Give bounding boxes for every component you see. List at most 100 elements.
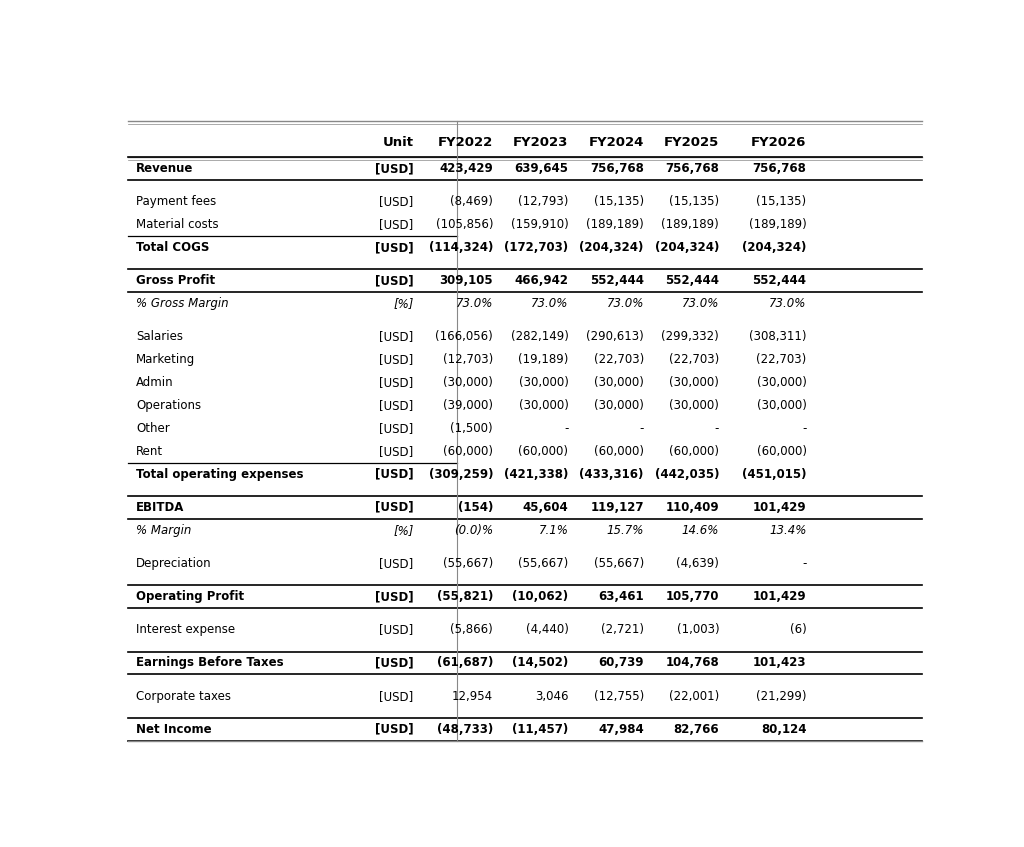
Text: 552,444: 552,444 — [666, 274, 719, 287]
Text: (282,149): (282,149) — [511, 330, 568, 343]
Text: (55,667): (55,667) — [518, 556, 568, 570]
Text: (55,821): (55,821) — [436, 590, 494, 603]
Text: (11,457): (11,457) — [512, 722, 568, 736]
Text: (61,687): (61,687) — [436, 656, 494, 669]
Text: Corporate taxes: Corporate taxes — [136, 689, 231, 703]
Text: (451,015): (451,015) — [742, 468, 807, 480]
Text: 552,444: 552,444 — [590, 274, 644, 287]
Text: -: - — [639, 422, 644, 435]
Text: [USD]: [USD] — [375, 241, 414, 254]
Text: 82,766: 82,766 — [674, 722, 719, 736]
Text: Unit: Unit — [383, 136, 414, 149]
Text: 73.0%: 73.0% — [456, 297, 494, 310]
Text: (8,469): (8,469) — [451, 195, 494, 208]
Text: -: - — [802, 422, 807, 435]
Text: [USD]: [USD] — [380, 445, 414, 457]
Text: (60,000): (60,000) — [518, 445, 568, 457]
Text: FY2024: FY2024 — [589, 136, 644, 149]
Text: 47,984: 47,984 — [598, 722, 644, 736]
Text: (12,703): (12,703) — [442, 353, 494, 366]
Text: (21,299): (21,299) — [756, 689, 807, 703]
Text: (189,189): (189,189) — [749, 219, 807, 231]
Text: Earnings Before Taxes: Earnings Before Taxes — [136, 656, 284, 669]
Text: (60,000): (60,000) — [757, 445, 807, 457]
Text: [USD]: [USD] — [380, 422, 414, 435]
Text: (105,856): (105,856) — [435, 219, 494, 231]
Text: Marketing: Marketing — [136, 353, 196, 366]
Text: [USD]: [USD] — [380, 623, 414, 636]
Text: (30,000): (30,000) — [518, 399, 568, 412]
Text: 309,105: 309,105 — [439, 274, 494, 287]
Text: [USD]: [USD] — [380, 689, 414, 703]
Text: (30,000): (30,000) — [757, 376, 807, 389]
Text: Depreciation: Depreciation — [136, 556, 212, 570]
Text: 15.7%: 15.7% — [606, 523, 644, 537]
Text: 101,423: 101,423 — [753, 656, 807, 669]
Text: Net Income: Net Income — [136, 722, 212, 736]
Text: (204,324): (204,324) — [655, 241, 719, 254]
Text: [USD]: [USD] — [375, 468, 414, 480]
Text: (48,733): (48,733) — [437, 722, 494, 736]
Text: (14,502): (14,502) — [512, 656, 568, 669]
Text: [USD]: [USD] — [380, 330, 414, 343]
Text: (19,189): (19,189) — [518, 353, 568, 366]
Text: 73.0%: 73.0% — [606, 297, 644, 310]
Text: 12,954: 12,954 — [452, 689, 494, 703]
Text: 45,604: 45,604 — [522, 501, 568, 514]
Text: (172,703): (172,703) — [505, 241, 568, 254]
Text: (5,866): (5,866) — [451, 623, 494, 636]
Text: Total COGS: Total COGS — [136, 241, 209, 254]
Text: (4,440): (4,440) — [525, 623, 568, 636]
Text: 756,768: 756,768 — [753, 162, 807, 175]
Text: (166,056): (166,056) — [435, 330, 494, 343]
Text: FY2022: FY2022 — [438, 136, 494, 149]
Text: (60,000): (60,000) — [670, 445, 719, 457]
Text: 466,942: 466,942 — [514, 274, 568, 287]
Text: FY2025: FY2025 — [664, 136, 719, 149]
Text: 73.0%: 73.0% — [682, 297, 719, 310]
Text: 73.0%: 73.0% — [769, 297, 807, 310]
Text: (442,035): (442,035) — [654, 468, 719, 480]
Text: [%]: [%] — [393, 297, 414, 310]
Text: (299,332): (299,332) — [662, 330, 719, 343]
Text: 104,768: 104,768 — [666, 656, 719, 669]
Text: (189,189): (189,189) — [586, 219, 644, 231]
Text: Payment fees: Payment fees — [136, 195, 216, 208]
Text: Admin: Admin — [136, 376, 173, 389]
Text: (114,324): (114,324) — [429, 241, 494, 254]
Text: (290,613): (290,613) — [586, 330, 644, 343]
Text: [USD]: [USD] — [375, 590, 414, 603]
Text: -: - — [715, 422, 719, 435]
Text: 63,461: 63,461 — [598, 590, 644, 603]
Text: (421,338): (421,338) — [504, 468, 568, 480]
Text: (30,000): (30,000) — [757, 399, 807, 412]
Text: 119,127: 119,127 — [591, 501, 644, 514]
Text: (433,316): (433,316) — [580, 468, 644, 480]
Text: Operating Profit: Operating Profit — [136, 590, 244, 603]
Text: EBITDA: EBITDA — [136, 501, 184, 514]
Text: Salaries: Salaries — [136, 330, 183, 343]
Text: (15,135): (15,135) — [594, 195, 644, 208]
Text: 101,429: 101,429 — [753, 501, 807, 514]
Text: (4,639): (4,639) — [677, 556, 719, 570]
Text: (39,000): (39,000) — [443, 399, 494, 412]
Text: 14.6%: 14.6% — [682, 523, 719, 537]
Text: (6): (6) — [790, 623, 807, 636]
Text: 756,768: 756,768 — [666, 162, 719, 175]
Text: (204,324): (204,324) — [580, 241, 644, 254]
Text: 105,770: 105,770 — [666, 590, 719, 603]
Text: -: - — [564, 422, 568, 435]
Text: Revenue: Revenue — [136, 162, 194, 175]
Text: 73.0%: 73.0% — [531, 297, 568, 310]
Text: (2,721): (2,721) — [601, 623, 644, 636]
Text: (308,311): (308,311) — [749, 330, 807, 343]
Text: [USD]: [USD] — [375, 656, 414, 669]
Text: (22,001): (22,001) — [669, 689, 719, 703]
Text: [USD]: [USD] — [380, 353, 414, 366]
Text: [USD]: [USD] — [375, 162, 414, 175]
Text: -: - — [802, 556, 807, 570]
Text: [USD]: [USD] — [380, 219, 414, 231]
Text: (30,000): (30,000) — [443, 376, 494, 389]
Text: (60,000): (60,000) — [443, 445, 494, 457]
Text: (22,703): (22,703) — [757, 353, 807, 366]
